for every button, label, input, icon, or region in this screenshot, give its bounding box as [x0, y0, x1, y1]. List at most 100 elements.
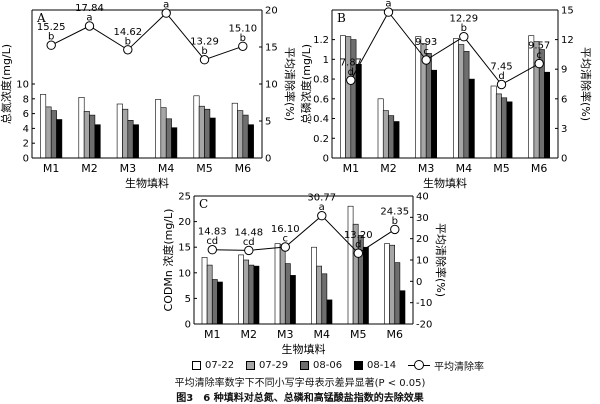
- removal-rate-value-c: 16.10: [271, 224, 300, 235]
- legend-label: 07-22: [205, 359, 235, 371]
- y-tick-label-b: 1: [323, 55, 329, 66]
- bar-a-m6-s4: [247, 124, 254, 159]
- x-tick-label-c: M4: [314, 328, 331, 341]
- panel-label-b: B: [337, 11, 346, 25]
- significance-letter-a: a: [86, 12, 92, 23]
- bar-a-m2-s1: [78, 97, 85, 159]
- removal-rate-line-a: [50, 12, 243, 61]
- y2-tick-label-c: 40: [416, 192, 429, 203]
- y2-tick-label-a: 15: [265, 43, 278, 54]
- bar-c-m1-s4: [217, 281, 223, 325]
- bar-b-m3-s4: [431, 69, 437, 159]
- y-tick-label-a: 2: [23, 139, 29, 150]
- removal-rate-point-c: [353, 248, 363, 258]
- bar-a-m4-s4: [171, 127, 178, 159]
- removal-rate-point-c: [280, 242, 290, 252]
- bar-c-m6-s1: [384, 243, 390, 325]
- y-axis-title-b: 总磷浓度(mg/L): [299, 44, 313, 124]
- legend-label: 08-14: [367, 359, 397, 371]
- removal-rate-value-c: 30.77: [307, 193, 336, 204]
- y2-tick-label-a: 5: [265, 117, 271, 128]
- bar-a-m5-s2: [198, 105, 205, 159]
- y-tick-label-c: 10: [178, 268, 191, 279]
- x-tick-label-c: M2: [241, 328, 258, 341]
- removal-rate-value-c: 14.48: [234, 227, 263, 238]
- significance-letter-a: a: [163, 0, 169, 11]
- y-tick-label-c: 0: [185, 320, 191, 331]
- significance-letter-a: b: [125, 36, 131, 47]
- bar-a-m4-s1: [155, 99, 162, 159]
- bar-b-m4-s2: [458, 44, 465, 159]
- legend-label: 08-06: [313, 359, 343, 371]
- significance-letter-a: b: [240, 33, 246, 44]
- x-tick-label-a: M1: [43, 162, 60, 175]
- y-tick-label-b: 1.2: [313, 35, 329, 46]
- significance-letter-b: d: [498, 71, 504, 82]
- y2-tick-label-c: 0: [416, 277, 422, 288]
- x-tick-label-c: M6: [387, 328, 404, 341]
- x-tick-label-a: M5: [196, 162, 213, 175]
- bar-a-m6-s3: [242, 114, 249, 159]
- bar-b-m1-s2: [345, 36, 352, 159]
- legend-item-line: 平均清除率: [408, 358, 484, 373]
- removal-rate-value-c: 24.35: [380, 206, 409, 217]
- bar-b-m6-s1: [528, 35, 535, 159]
- y2-axis-title-a: 平均清除率(%): [283, 47, 297, 121]
- removal-rate-point-b: [459, 32, 469, 42]
- removal-rate-point-c: [317, 211, 327, 221]
- y2-tick-label-b: 6: [561, 94, 567, 105]
- x-tick-label-b: M1: [343, 162, 360, 175]
- bar-a-m4-s2: [160, 107, 167, 159]
- legend-item-08-14: 08-14: [354, 358, 396, 372]
- removal-rate-value-a: 17.84: [75, 3, 104, 14]
- legend-swatch: [354, 360, 363, 370]
- y-tick-label-b: 0.4: [313, 114, 329, 125]
- y-tick-label-c: 20: [178, 217, 191, 228]
- y-tick-label-c: 15: [178, 243, 191, 254]
- x-tick-label-a: M4: [158, 162, 175, 175]
- bar-b-m5-s3: [501, 97, 508, 159]
- y-tick-label-b: 0.8: [313, 75, 329, 86]
- removal-rate-point-a: [238, 41, 248, 51]
- y-tick-label-b: 0.2: [313, 134, 329, 145]
- bar-c-m5-s4: [363, 246, 369, 325]
- bar-a-m4-s3: [165, 118, 172, 159]
- y2-tick-label-c: -20: [416, 320, 432, 331]
- figure-caption: 图3 6 种填料对总氮、总磷和高锰酸盐指数的去除效果: [176, 393, 424, 404]
- bar-b-m4-s1: [452, 38, 459, 159]
- bar-b-m4-s4: [468, 78, 475, 159]
- x-tick-label-b: M5: [493, 162, 510, 175]
- removal-rate-point-a: [199, 55, 210, 65]
- legend-label: 07-29: [259, 359, 289, 371]
- bar-c-m2-s4: [253, 265, 260, 325]
- y-axis-title-c: CODMn 浓度(mg/L): [161, 209, 175, 312]
- bar-a-m2-s4: [94, 124, 101, 159]
- y-tick-label-a: 10: [16, 80, 29, 91]
- y-tick-label-c: 25: [178, 192, 191, 203]
- bar-b-m2-s1: [377, 98, 384, 159]
- bar-a-m1-s4: [56, 119, 63, 159]
- significance-letter-a: b: [48, 32, 54, 43]
- bar-a-m5-s3: [204, 108, 211, 159]
- removal-rate-point-a: [123, 45, 133, 55]
- significance-letter-b: c: [423, 47, 429, 58]
- bar-b-m2-s4: [393, 121, 400, 159]
- removal-rate-point-c: [390, 224, 400, 235]
- bar-a-m6-s2: [237, 110, 244, 159]
- bar-a-m1-s3: [50, 110, 57, 159]
- y2-axis-title-c: 平均清除率(%): [434, 223, 448, 297]
- significance-letter-c: cd: [243, 237, 255, 248]
- legend-line-marker: [408, 359, 430, 371]
- bar-b-m1-s4: [355, 64, 362, 159]
- y2-axis-title-b: 平均清除率(%): [579, 47, 593, 121]
- removal-rate-point-c: [207, 245, 218, 255]
- significance-letter-c: b: [392, 216, 398, 227]
- bar-c-m2-s3: [248, 264, 255, 325]
- significance-letter-b: d: [348, 67, 354, 78]
- significance-letter-b: c: [536, 50, 542, 61]
- bar-b-m2-s3: [388, 115, 395, 159]
- removal-rate-value-b: 9.93: [415, 37, 437, 48]
- bar-c-m4-s2: [316, 265, 323, 325]
- significance-note: 平均清除率数字下不同小写字母表示差异显著(P < 0.05): [174, 378, 426, 389]
- bar-b-m3-s1: [415, 36, 422, 159]
